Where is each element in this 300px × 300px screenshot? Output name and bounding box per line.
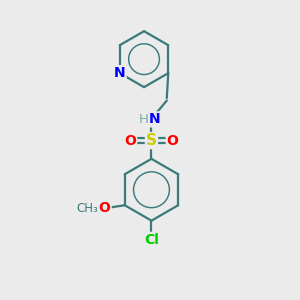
- Text: H: H: [138, 113, 148, 126]
- Text: O: O: [167, 134, 178, 148]
- Text: N: N: [149, 112, 161, 126]
- Text: N: N: [114, 66, 126, 80]
- Text: S: S: [146, 133, 157, 148]
- Text: O: O: [124, 134, 136, 148]
- Text: O: O: [99, 201, 111, 214]
- Text: CH₃: CH₃: [76, 202, 98, 215]
- Text: Cl: Cl: [144, 233, 159, 247]
